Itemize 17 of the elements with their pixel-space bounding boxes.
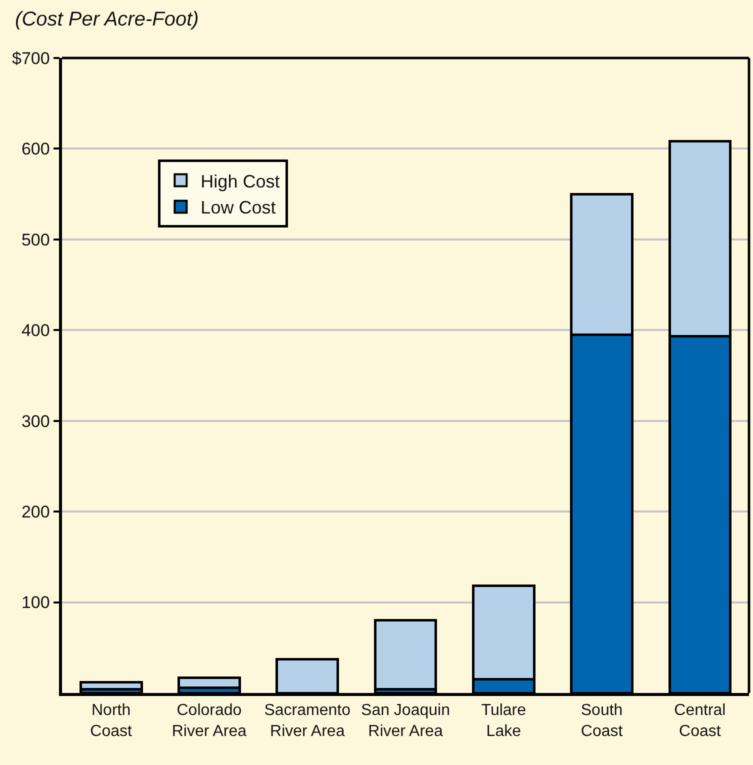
x-tick-label: Sacramento River Area xyxy=(264,702,351,740)
x-tick-label: Tulare Lake xyxy=(481,702,526,740)
x-tick-label: North Coast xyxy=(90,702,133,740)
y-tick-label: 100 xyxy=(21,593,50,612)
x-tick-label: San Joaquin River Area xyxy=(361,702,450,740)
legend-label: High Cost xyxy=(200,171,280,192)
y-tick-label: 600 xyxy=(21,140,50,159)
y-tick-label: 300 xyxy=(21,412,50,431)
chart-title: (Cost Per Acre-Foot) xyxy=(15,8,199,30)
x-tick-label: Central Coast xyxy=(674,702,726,740)
legend-label: Low Cost xyxy=(200,198,276,218)
y-tick-label: $700 xyxy=(12,48,50,68)
y-tick-label: 400 xyxy=(21,321,50,340)
x-tick-label: South Coast xyxy=(580,702,624,740)
x-tick-label: Colorado River Area xyxy=(172,702,247,740)
y-tick-label: 200 xyxy=(21,502,50,522)
y-tick-label: 500 xyxy=(21,230,50,250)
